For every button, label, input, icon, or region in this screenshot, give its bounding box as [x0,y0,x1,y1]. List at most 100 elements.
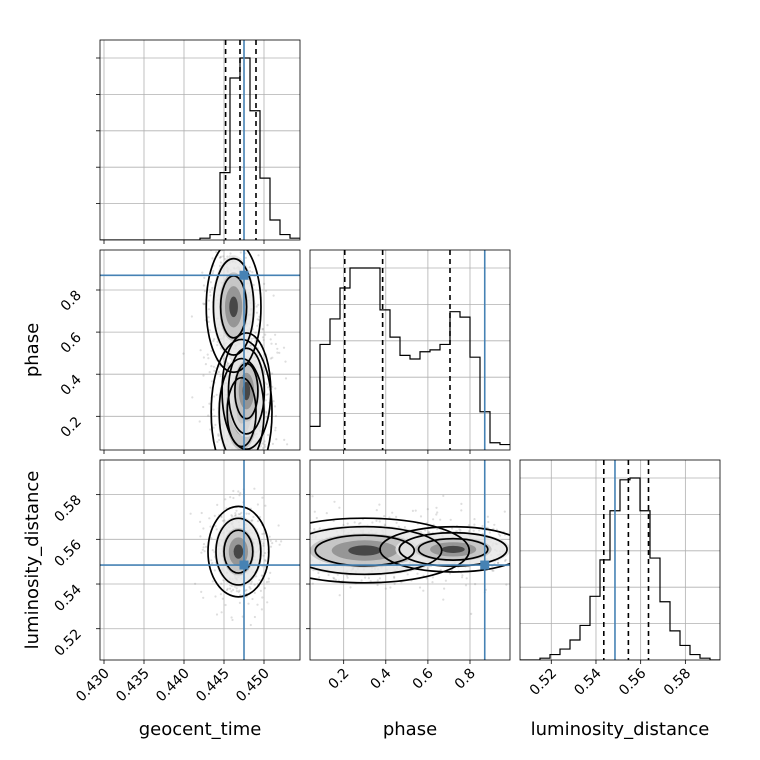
sample-point [276,573,278,575]
sample-point [276,351,279,354]
sample-point [263,440,266,443]
sample-point [334,578,337,581]
sample-point [214,525,217,528]
x-tick-label-luminosity_distance: 0.58 [661,666,694,699]
sample-point [261,532,264,536]
sample-point [346,522,349,525]
sample-point [269,545,273,548]
sample-point [219,375,222,378]
sample-point [435,513,438,516]
sample-point [263,282,266,285]
sample-point [283,511,285,513]
sample-point [212,408,215,411]
sample-point [235,587,238,590]
density-panel-phase-luminosity_distance [266,459,593,664]
sample-point [305,542,307,544]
truth-marker [480,560,490,570]
sample-point [207,316,210,319]
sample-point [524,575,526,577]
sample-point [274,333,277,336]
sample-point [208,402,211,405]
sample-point [419,515,423,518]
sample-point [360,579,363,582]
sample-point [459,529,462,532]
sample-point [245,451,247,453]
sample-point [228,502,230,504]
truth-marker [239,560,249,570]
sample-point [378,503,381,506]
sample-point [245,467,247,469]
sample-point [358,522,361,525]
sample-point [383,523,386,526]
sample-point [591,541,593,543]
sample-point [497,533,500,536]
sample-point [576,561,578,563]
sample-point [250,454,252,456]
sample-point [199,535,202,538]
sample-point [210,537,213,540]
sample-point [384,587,387,590]
sample-point [238,589,241,592]
sample-point [342,523,345,527]
sample-point [262,554,265,557]
sample-point [211,549,214,552]
sample-point [216,440,219,443]
sample-point [260,465,262,467]
contour-line [227,347,266,435]
sample-point [444,579,447,582]
sample-point [221,470,223,472]
sample-point [317,571,320,575]
sample-point [497,561,500,564]
sample-point [270,342,273,345]
sample-point [230,590,233,593]
contour-line [310,517,471,584]
sample-point [261,442,264,445]
sample-point [422,589,425,592]
sample-point [236,456,238,458]
sample-point [307,535,309,537]
sample-point [260,608,263,611]
sample-point [234,454,236,456]
histogram-phase [310,267,510,446]
sample-point [271,530,273,532]
sample-point [473,518,476,521]
sample-point [464,584,468,587]
sample-point [327,573,330,577]
sample-point [258,579,261,582]
sample-point [212,426,215,429]
x-tick-label-luminosity_distance: 0.56 [616,665,649,698]
sample-point [274,342,277,346]
sample-point [220,611,223,614]
sample-point [241,451,243,453]
sample-point [431,576,434,579]
sample-point [239,251,242,254]
sample-point [499,534,502,537]
sample-point [388,516,391,519]
sample-point [393,575,396,578]
sample-point [261,596,264,599]
xlabel-phase: phase [383,719,437,740]
sample-point [247,452,249,454]
sample-point [245,512,248,515]
sample-point [215,251,218,254]
hist-panel-geocent_time [96,39,301,244]
sample-point [315,516,318,520]
sample-point [272,400,275,403]
sample-point [255,455,257,457]
sample-point [209,290,212,294]
sample-point [266,614,268,616]
sample-point [235,246,237,248]
sample-point [512,568,514,570]
sample-point [284,360,287,363]
sample-point [230,616,233,619]
sample-point [203,303,206,306]
sample-point [537,558,539,560]
sample-point [213,569,216,572]
sample-point [203,455,205,457]
sample-point [213,369,216,372]
sample-point [263,552,267,555]
sample-point [530,558,532,560]
sample-point [242,453,244,455]
sample-point [261,496,264,499]
